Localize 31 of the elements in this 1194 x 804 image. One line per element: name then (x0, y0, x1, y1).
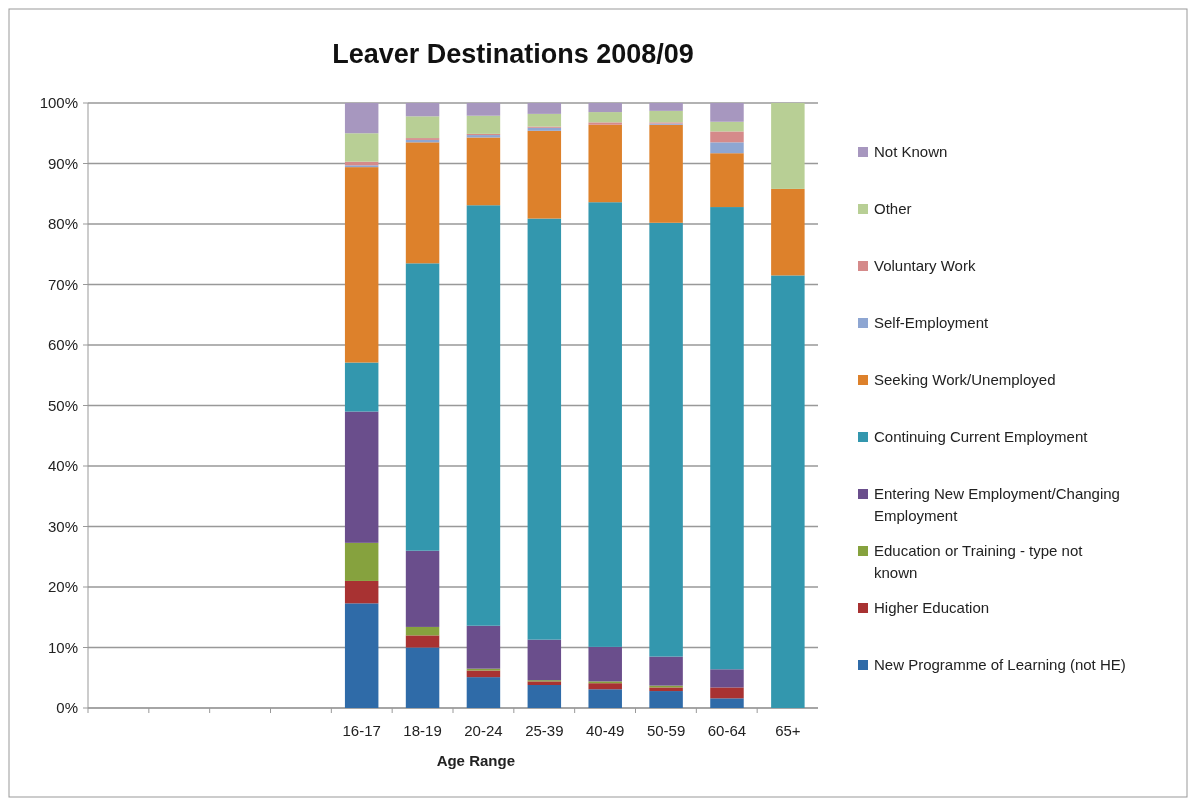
y-tick-label: 20% (47, 578, 78, 595)
y-tick-label: 50% (47, 396, 78, 414)
x-tick-label: 25-39 (525, 722, 564, 739)
legend-label: Voluntary Work (874, 257, 976, 274)
legend-label: Education or Training - type not known (874, 542, 1084, 581)
x-axis-title: Age Range (436, 752, 515, 769)
y-tick-label: 10% (47, 638, 78, 656)
legend-label: Seeking Work/Unemployed (874, 371, 1056, 388)
legend-label: Continuing Current Employment (874, 428, 1089, 445)
legend-label: Higher Education (874, 599, 990, 616)
y-tick-label: 30% (47, 517, 78, 535)
y-tick-label: 70% (47, 275, 78, 293)
y-tick-label: 90% (47, 154, 78, 172)
legend-label: New Programme of Learning (not HE) (874, 656, 1126, 673)
legend-label: Not Known (874, 143, 948, 160)
legend-label: Entering New Employment/Changing Employment (874, 485, 1120, 524)
y-tick-label: 100% (39, 94, 78, 111)
x-tick-label: 18-19 (403, 722, 442, 739)
x-tick-label: 50-59 (646, 722, 686, 739)
x-tick-label: 65+ (775, 722, 801, 739)
x-tick-label: 20-24 (464, 722, 503, 739)
legend-label: Other (874, 200, 912, 217)
legend-label: Self-Employment (874, 314, 990, 331)
y-tick-label: 40% (47, 457, 78, 474)
y-tick-label: 60% (47, 336, 78, 353)
x-tick-label: 60-64 (707, 722, 747, 739)
x-tick-label: 40-49 (586, 722, 625, 739)
y-tick-label: 0% (56, 699, 78, 716)
x-tick-label: 16-17 (342, 722, 381, 739)
chart-title: Leaver Destinations 2008/09 (332, 39, 694, 69)
y-tick-label: 80% (47, 215, 78, 232)
